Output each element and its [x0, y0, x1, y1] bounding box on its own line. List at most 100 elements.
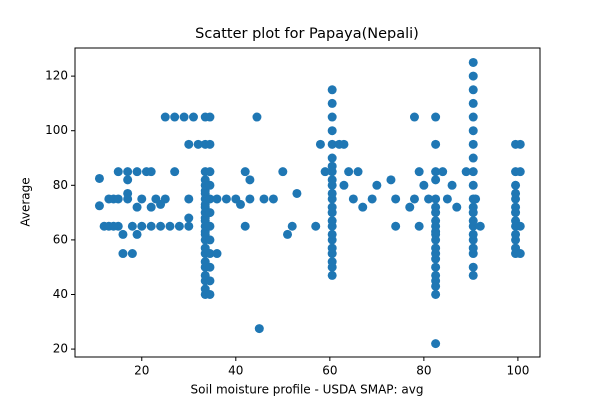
point [127, 249, 137, 259]
point [188, 112, 198, 122]
point [184, 221, 194, 231]
x-axis-label: Soil moisture profile - USDA SMAP: avg [191, 383, 424, 397]
point [132, 202, 142, 212]
point [287, 221, 297, 231]
point [113, 194, 123, 204]
point [327, 216, 337, 226]
point [511, 202, 521, 212]
y-tick-label: 120 [45, 69, 68, 83]
point [431, 139, 441, 149]
point [327, 139, 337, 149]
point [391, 194, 401, 204]
point [431, 262, 441, 272]
y-tick-label: 80 [53, 178, 68, 192]
point [471, 194, 481, 204]
point [205, 235, 215, 245]
point [212, 249, 222, 259]
point [431, 175, 441, 185]
point [468, 126, 478, 136]
point [511, 188, 521, 198]
point [311, 221, 321, 231]
point [461, 167, 471, 177]
point [327, 175, 337, 185]
point [431, 112, 441, 122]
point [205, 167, 215, 177]
point [327, 243, 337, 253]
point [475, 221, 485, 231]
point [268, 194, 278, 204]
point [468, 153, 478, 163]
point [278, 167, 288, 177]
point [468, 202, 478, 212]
point [431, 289, 441, 299]
point [254, 324, 264, 334]
point [123, 175, 133, 185]
point [367, 194, 377, 204]
point [327, 161, 337, 171]
point [431, 202, 441, 212]
point [339, 139, 349, 149]
point [184, 213, 194, 223]
point [160, 112, 170, 122]
point [137, 221, 147, 231]
y-axis-label: Average [19, 177, 33, 226]
point [240, 221, 250, 231]
point [245, 175, 255, 185]
point [515, 249, 525, 259]
point [174, 221, 184, 231]
point [515, 167, 525, 177]
point [205, 139, 215, 149]
point [170, 112, 180, 122]
point [320, 167, 330, 177]
point [123, 167, 133, 177]
point [205, 221, 215, 231]
point [414, 221, 424, 231]
point [515, 139, 525, 149]
point [424, 194, 434, 204]
y-tick-label: 40 [53, 287, 68, 301]
point [452, 202, 462, 212]
point [205, 289, 215, 299]
point [339, 180, 349, 190]
point [419, 180, 429, 190]
point [515, 221, 525, 231]
point [468, 71, 478, 81]
point [468, 216, 478, 226]
point [405, 202, 415, 212]
point [205, 194, 215, 204]
point [184, 194, 194, 204]
point [468, 243, 478, 253]
point [127, 221, 137, 231]
point [221, 194, 231, 204]
point [511, 180, 521, 190]
x-tick-label: 20 [134, 364, 149, 378]
point [409, 112, 419, 122]
point [156, 199, 166, 209]
point [348, 194, 358, 204]
point [132, 167, 142, 177]
point [146, 221, 156, 231]
point [386, 175, 396, 185]
point [431, 167, 441, 177]
point [468, 180, 478, 190]
point [245, 194, 255, 204]
point [468, 167, 478, 177]
point [315, 139, 325, 149]
point [468, 85, 478, 95]
point [205, 276, 215, 286]
point [283, 229, 293, 239]
point [409, 194, 419, 204]
point [414, 167, 424, 177]
point [123, 194, 133, 204]
point [327, 98, 337, 108]
point [146, 167, 156, 177]
point [179, 112, 189, 122]
point [468, 262, 478, 272]
point [327, 270, 337, 280]
point [132, 229, 142, 239]
point [205, 180, 215, 190]
point [170, 167, 180, 177]
point [94, 173, 104, 183]
point [327, 229, 337, 239]
point [327, 188, 337, 198]
